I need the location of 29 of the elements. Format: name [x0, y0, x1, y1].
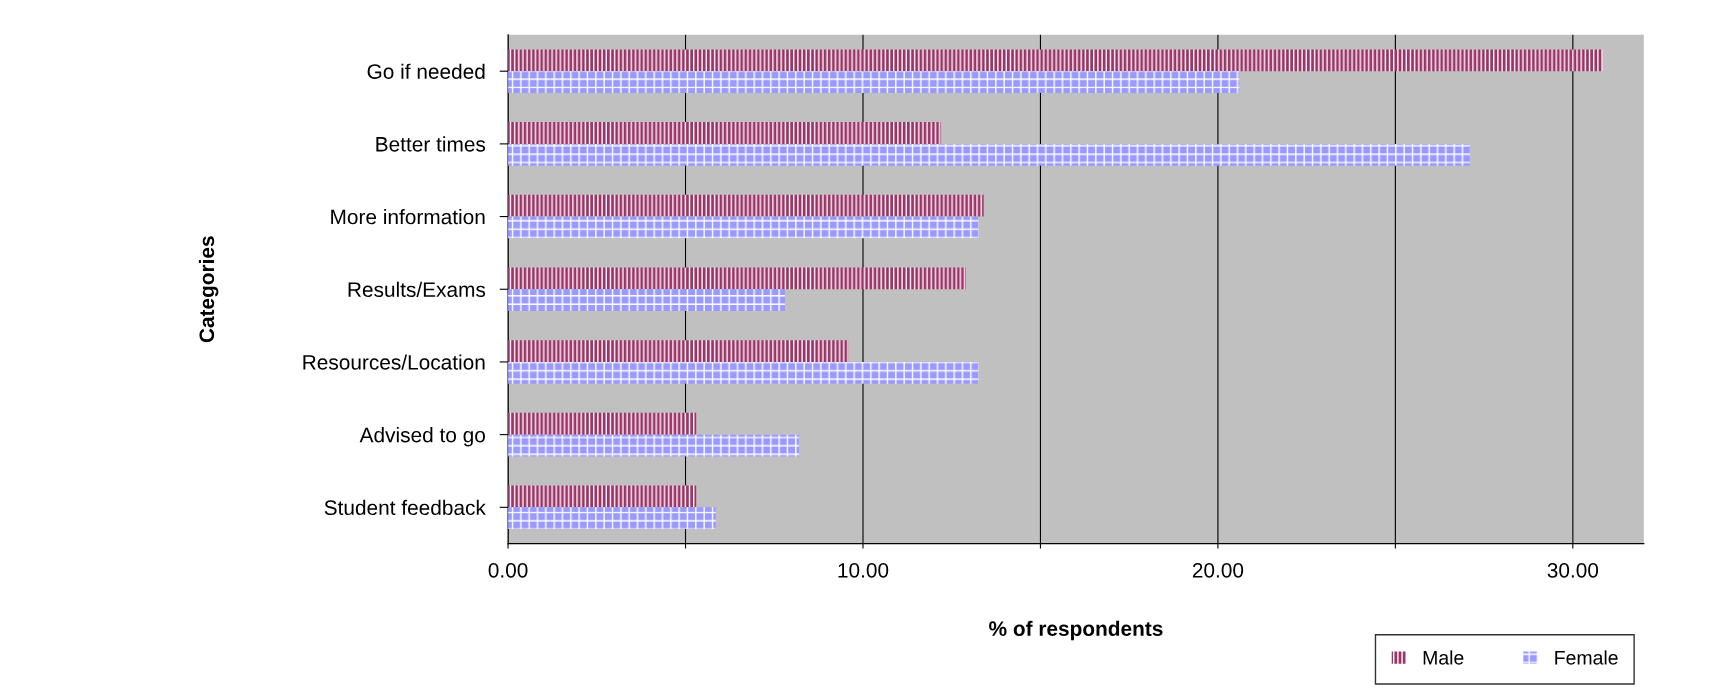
x-axis-title: % of respondents — [989, 620, 1163, 641]
y-tick-label: Go if needed — [367, 63, 485, 79]
y-tick-label: Advised to go — [359, 427, 485, 447]
bar — [508, 122, 942, 144]
x-tick-label: 30.00 — [1547, 562, 1599, 578]
bar — [508, 361, 979, 384]
y-tick-label: Resources/Location — [303, 354, 485, 370]
y-tick-label: Results/Exams — [348, 281, 486, 298]
bar — [508, 507, 716, 530]
bar — [508, 49, 1604, 72]
x-tick-label: 10.00 — [838, 562, 889, 578]
y-tick-label: Student feedback — [324, 499, 486, 516]
y-tick-label: Better times — [376, 136, 486, 152]
bar — [508, 216, 979, 239]
bar — [508, 143, 1470, 166]
legend-label: Male — [1423, 650, 1464, 665]
bar — [508, 194, 984, 217]
bar — [508, 71, 1240, 93]
bar — [508, 412, 697, 435]
y-tick-label: More information — [331, 209, 485, 225]
bar — [508, 267, 966, 290]
legend-label: Female — [1555, 650, 1618, 665]
x-tick-label: 0.00 — [488, 562, 528, 578]
y-axis-title: Categories — [198, 236, 219, 343]
bar — [508, 434, 800, 457]
bar — [508, 485, 697, 508]
bar — [508, 340, 849, 362]
bar — [508, 289, 785, 312]
x-tick-label: 20.00 — [1192, 562, 1244, 578]
